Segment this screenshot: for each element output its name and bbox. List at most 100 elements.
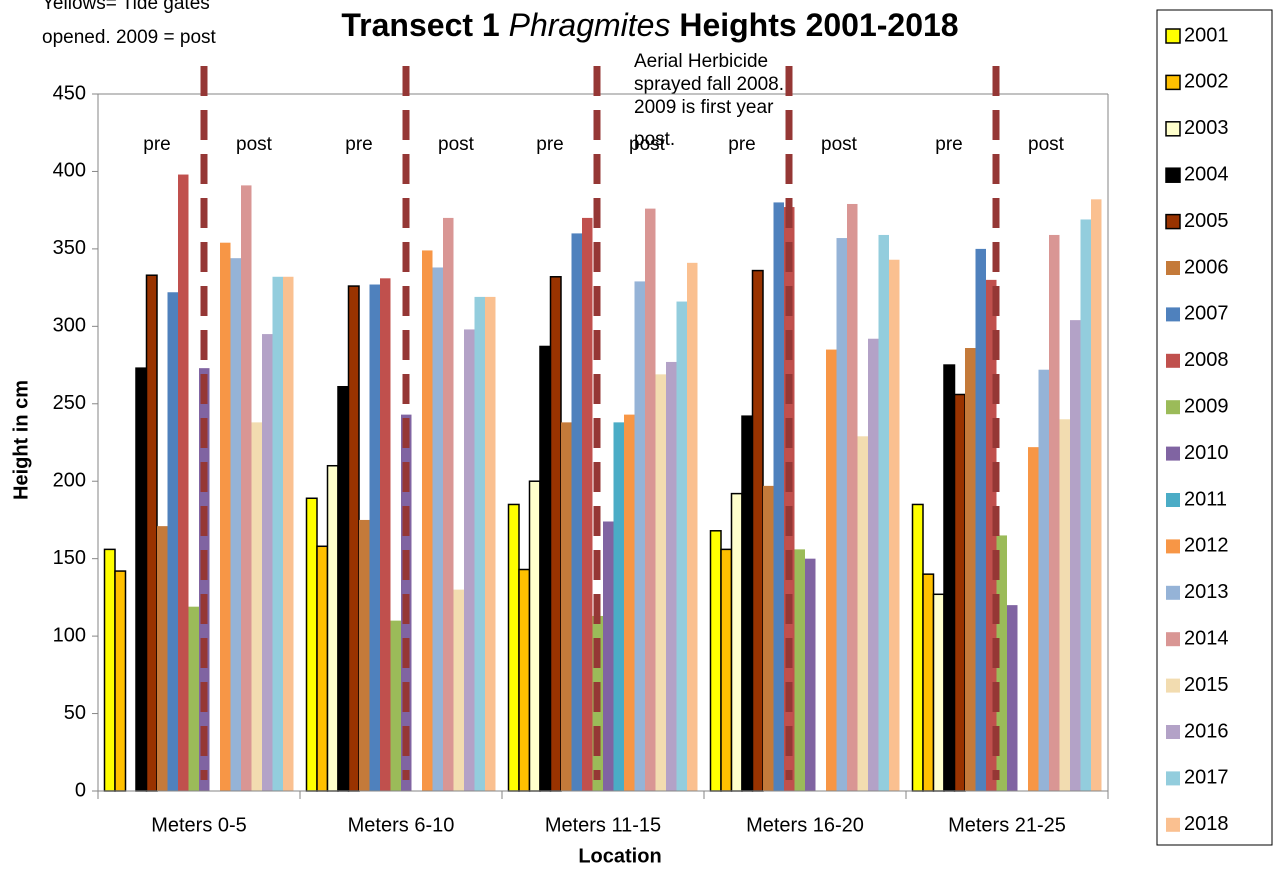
bar bbox=[453, 589, 464, 791]
phase-label: post bbox=[821, 134, 858, 155]
bar bbox=[889, 259, 900, 792]
legend-label: 2001 bbox=[1184, 24, 1229, 46]
annotation: post. bbox=[634, 129, 675, 150]
chart-title: Transect 1 Phragmites Heights 2001-2018 bbox=[341, 7, 958, 43]
bar bbox=[485, 296, 496, 791]
legend-swatch bbox=[1165, 167, 1181, 183]
y-tick-label: 200 bbox=[53, 470, 86, 492]
phase-label: pre bbox=[536, 134, 563, 155]
legend-swatch bbox=[1166, 307, 1180, 322]
bar bbox=[794, 549, 805, 791]
bar bbox=[709, 530, 722, 792]
bar bbox=[305, 497, 318, 792]
bar bbox=[518, 568, 531, 792]
bar bbox=[135, 367, 148, 792]
legend-swatch bbox=[1166, 493, 1180, 507]
bar bbox=[784, 207, 795, 791]
legend-swatch bbox=[1166, 539, 1180, 554]
legend-label: 2013 bbox=[1184, 581, 1229, 603]
bar bbox=[326, 464, 339, 792]
bar bbox=[965, 348, 976, 791]
legend-label: 2002 bbox=[1184, 71, 1229, 93]
phase-label: post bbox=[1028, 134, 1065, 155]
legend-label: 2011 bbox=[1184, 488, 1227, 510]
bar bbox=[836, 238, 847, 792]
bar bbox=[613, 422, 624, 791]
bar bbox=[730, 492, 743, 792]
legend-swatch bbox=[1166, 725, 1180, 739]
bar bbox=[953, 393, 966, 792]
bar bbox=[561, 422, 572, 791]
bar bbox=[922, 573, 935, 792]
bar bbox=[1091, 199, 1102, 791]
bar bbox=[262, 334, 273, 791]
legend-label: 2016 bbox=[1184, 720, 1229, 742]
bar bbox=[272, 276, 283, 791]
bar bbox=[847, 203, 858, 791]
bar bbox=[1028, 447, 1039, 791]
bar bbox=[507, 503, 520, 792]
bar bbox=[634, 281, 645, 791]
x-tick-label: Meters 6-10 bbox=[348, 814, 455, 836]
bar bbox=[932, 593, 945, 792]
bar bbox=[103, 548, 116, 792]
bar bbox=[422, 250, 433, 792]
legend-swatch bbox=[1166, 678, 1180, 693]
annotation: sprayed fall 2008. bbox=[634, 74, 784, 95]
y-tick-label: 350 bbox=[53, 237, 86, 259]
phase-label: post bbox=[438, 134, 475, 155]
bar bbox=[857, 436, 868, 791]
bar bbox=[911, 503, 924, 792]
x-tick-label: Meters 0-5 bbox=[151, 814, 247, 836]
bar bbox=[114, 570, 127, 792]
legend-swatch bbox=[1166, 261, 1180, 275]
bar bbox=[464, 329, 475, 791]
annotation: opened. 2009 = post bbox=[42, 27, 217, 48]
y-tick-label: 100 bbox=[53, 624, 86, 646]
legend-swatch bbox=[1165, 28, 1181, 44]
bar bbox=[337, 385, 350, 792]
bar bbox=[878, 234, 889, 792]
bar bbox=[773, 202, 784, 791]
bar bbox=[188, 606, 199, 791]
bar bbox=[347, 285, 360, 792]
phase-label: pre bbox=[728, 134, 755, 155]
legend-label: 2012 bbox=[1184, 535, 1229, 557]
bar bbox=[1007, 605, 1018, 791]
bar bbox=[178, 174, 189, 791]
bar bbox=[1038, 369, 1049, 791]
bar bbox=[826, 349, 837, 791]
bar bbox=[943, 364, 956, 792]
bar bbox=[432, 267, 443, 791]
legend-label: 2005 bbox=[1184, 210, 1229, 232]
bar bbox=[283, 276, 294, 791]
y-tick-label: 250 bbox=[53, 392, 86, 414]
bar bbox=[474, 296, 485, 791]
bar bbox=[975, 248, 986, 791]
legend-label: 2008 bbox=[1184, 349, 1229, 371]
bar bbox=[571, 233, 582, 791]
annotation: Yellows= Tide gates bbox=[42, 0, 210, 14]
phase-label: post bbox=[629, 134, 666, 155]
bar bbox=[145, 274, 158, 792]
legend-label: 2017 bbox=[1184, 767, 1229, 789]
bar bbox=[369, 284, 380, 791]
bar bbox=[763, 485, 774, 791]
bar bbox=[645, 208, 656, 791]
phase-label: pre bbox=[143, 134, 170, 155]
bar bbox=[1080, 219, 1091, 791]
bar bbox=[220, 242, 231, 791]
legend-swatch bbox=[1166, 446, 1180, 461]
legend-label: 2010 bbox=[1184, 442, 1229, 464]
legend-label: 2004 bbox=[1184, 163, 1229, 185]
bar bbox=[539, 345, 552, 792]
bar bbox=[986, 279, 997, 791]
legend-swatch bbox=[1166, 353, 1180, 368]
bar bbox=[676, 301, 687, 791]
annotation: Aerial Herbicide bbox=[634, 51, 768, 72]
legend-label: 2006 bbox=[1184, 256, 1229, 278]
bar bbox=[1049, 234, 1060, 792]
bar bbox=[167, 292, 178, 791]
legend-label: 2009 bbox=[1184, 395, 1229, 417]
